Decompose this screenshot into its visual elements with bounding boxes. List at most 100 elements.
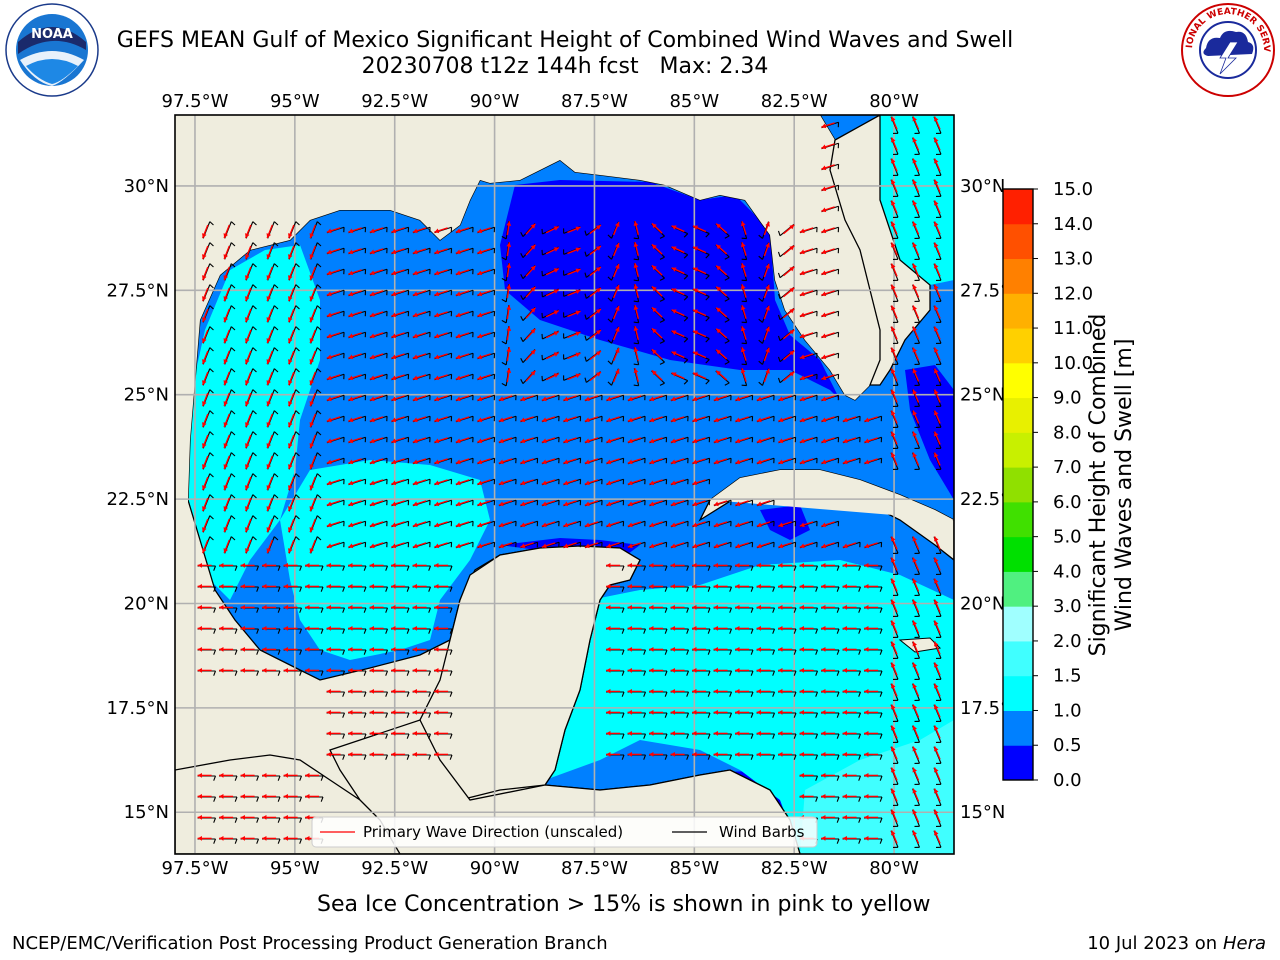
wind-barb-feather [316,347,322,352]
wind-barb-feather [230,452,236,457]
wave-direction-arrowhead [934,200,939,206]
wave-direction-arrowhead [778,396,784,402]
wave-direction-arrowhead [412,501,418,507]
wave-direction-arrowhead [434,438,440,444]
wave-direction-arrowhead [288,233,293,239]
wave-direction-arrowhead [412,438,418,444]
wind-barb-feather [686,754,690,760]
wave-direction-arrowhead [455,417,461,423]
wind-barb-feather [295,452,300,457]
wave-direction-arrowhead [891,158,896,164]
wave-direction-arrowhead [627,501,633,507]
wind-barb-feather [584,335,587,341]
wave-direction-arrowhead [309,401,315,407]
wave-direction-arrowhead [348,291,354,297]
wave-direction-arrowhead [197,794,202,799]
wind-barb-feather [428,670,432,676]
wave-direction-arrowhead [735,710,740,715]
wind-barb-feather [295,221,300,226]
wave-direction-arrowhead [891,830,896,836]
wind-barb-feather [252,536,257,541]
wave-direction-arrowhead [369,333,375,339]
wind-barb-feather [342,565,346,571]
wave-direction-arrowhead [891,557,896,563]
wind-barb-feather [858,817,862,823]
wave-direction-arrowhead [649,605,654,610]
wave-direction-arrowhead [288,380,293,386]
wave-direction-arrowhead [283,815,288,820]
wind-barb-feather [520,252,524,258]
wind-barb-feather [363,628,367,634]
lon-tick-label-top: 95°W [270,91,320,112]
wave-direction-arrowhead [934,620,939,626]
wave-direction-arrowhead [348,731,353,736]
wind-barb-feather [316,473,322,478]
wave-direction-arrowhead [756,501,762,507]
wave-direction-arrowhead [283,584,288,589]
wave-direction-arrowhead [283,605,288,610]
wind-barb-feather [664,586,668,592]
wave-direction-arrowhead [713,647,718,652]
wave-direction-arrowhead [530,244,536,250]
wind-barb-feather [584,293,587,299]
wave-direction-arrowhead [692,438,698,444]
wind-barb-feather [621,565,625,571]
wave-direction-arrowhead [756,710,761,715]
wind-barb-feather [252,326,257,331]
wave-direction-arrowhead [670,731,675,736]
wave-direction-arrowhead [391,270,397,276]
wave-direction-arrowhead [223,296,229,302]
wave-direction-arrowhead [326,333,332,339]
wave-direction-arrowhead [412,417,418,423]
wave-direction-arrowhead [799,459,805,465]
wave-direction-arrowhead [412,626,417,631]
wave-direction-arrowhead [245,443,250,449]
wave-direction-arrowhead [326,396,332,402]
wave-direction-arrowhead [606,501,612,507]
wind-barb-feather [299,649,303,655]
wave-direction-arrowhead [553,373,559,378]
wave-direction-arrowhead [309,527,315,533]
wind-barb-feather [299,670,303,676]
wave-direction-arrowhead [309,443,315,449]
wave-direction-arrowhead [245,464,250,470]
wave-zone-dark-blue-cuba [760,505,810,540]
colorbar-tick-label: 2.0 [1053,631,1082,652]
wave-direction-arrowhead [606,438,612,444]
wind-barb-feather [607,234,612,239]
wave-direction-arrowhead [391,459,397,465]
wave-direction-arrowhead [245,422,250,428]
wave-direction-arrowhead [477,249,483,255]
wind-barb-feather [295,410,300,415]
wave-direction-arrowhead [541,522,547,528]
wind-barb-feather [273,473,279,478]
wave-direction-arrowhead [670,501,676,507]
wind-barb-feather [363,586,367,592]
wave-direction-arrowhead [455,396,461,402]
wind-barb-feather [520,231,524,237]
wave-direction-arrowhead [348,396,354,402]
wind-barb-feather [724,298,730,302]
wind-barb-feather [793,733,797,739]
wave-direction-arrowhead [245,527,250,533]
wave-direction-arrowhead [412,459,418,465]
wind-barb-feather [858,649,862,655]
wave-direction-arrowhead [288,527,293,533]
wind-barb-feather [686,712,690,718]
wave-direction-arrowhead [934,347,939,353]
wave-direction-arrowhead [305,773,310,778]
wind-barb-feather [299,586,303,592]
wind-barb-feather [664,670,668,676]
wave-direction-arrowhead [821,731,826,736]
wave-direction-arrowhead [649,438,655,444]
wind-barb-feather [385,733,389,739]
wave-direction-arrowhead [692,626,697,631]
wave-direction-arrowhead [520,501,526,507]
wave-direction-arrowhead [288,443,293,449]
wave-direction-arrowhead [864,773,869,778]
wave-direction-arrowhead [391,333,397,339]
wave-direction-arrowhead [740,263,746,269]
wave-direction-arrowhead [934,326,939,332]
wave-direction-arrowhead [912,368,917,374]
wind-barb-feather [879,691,883,697]
